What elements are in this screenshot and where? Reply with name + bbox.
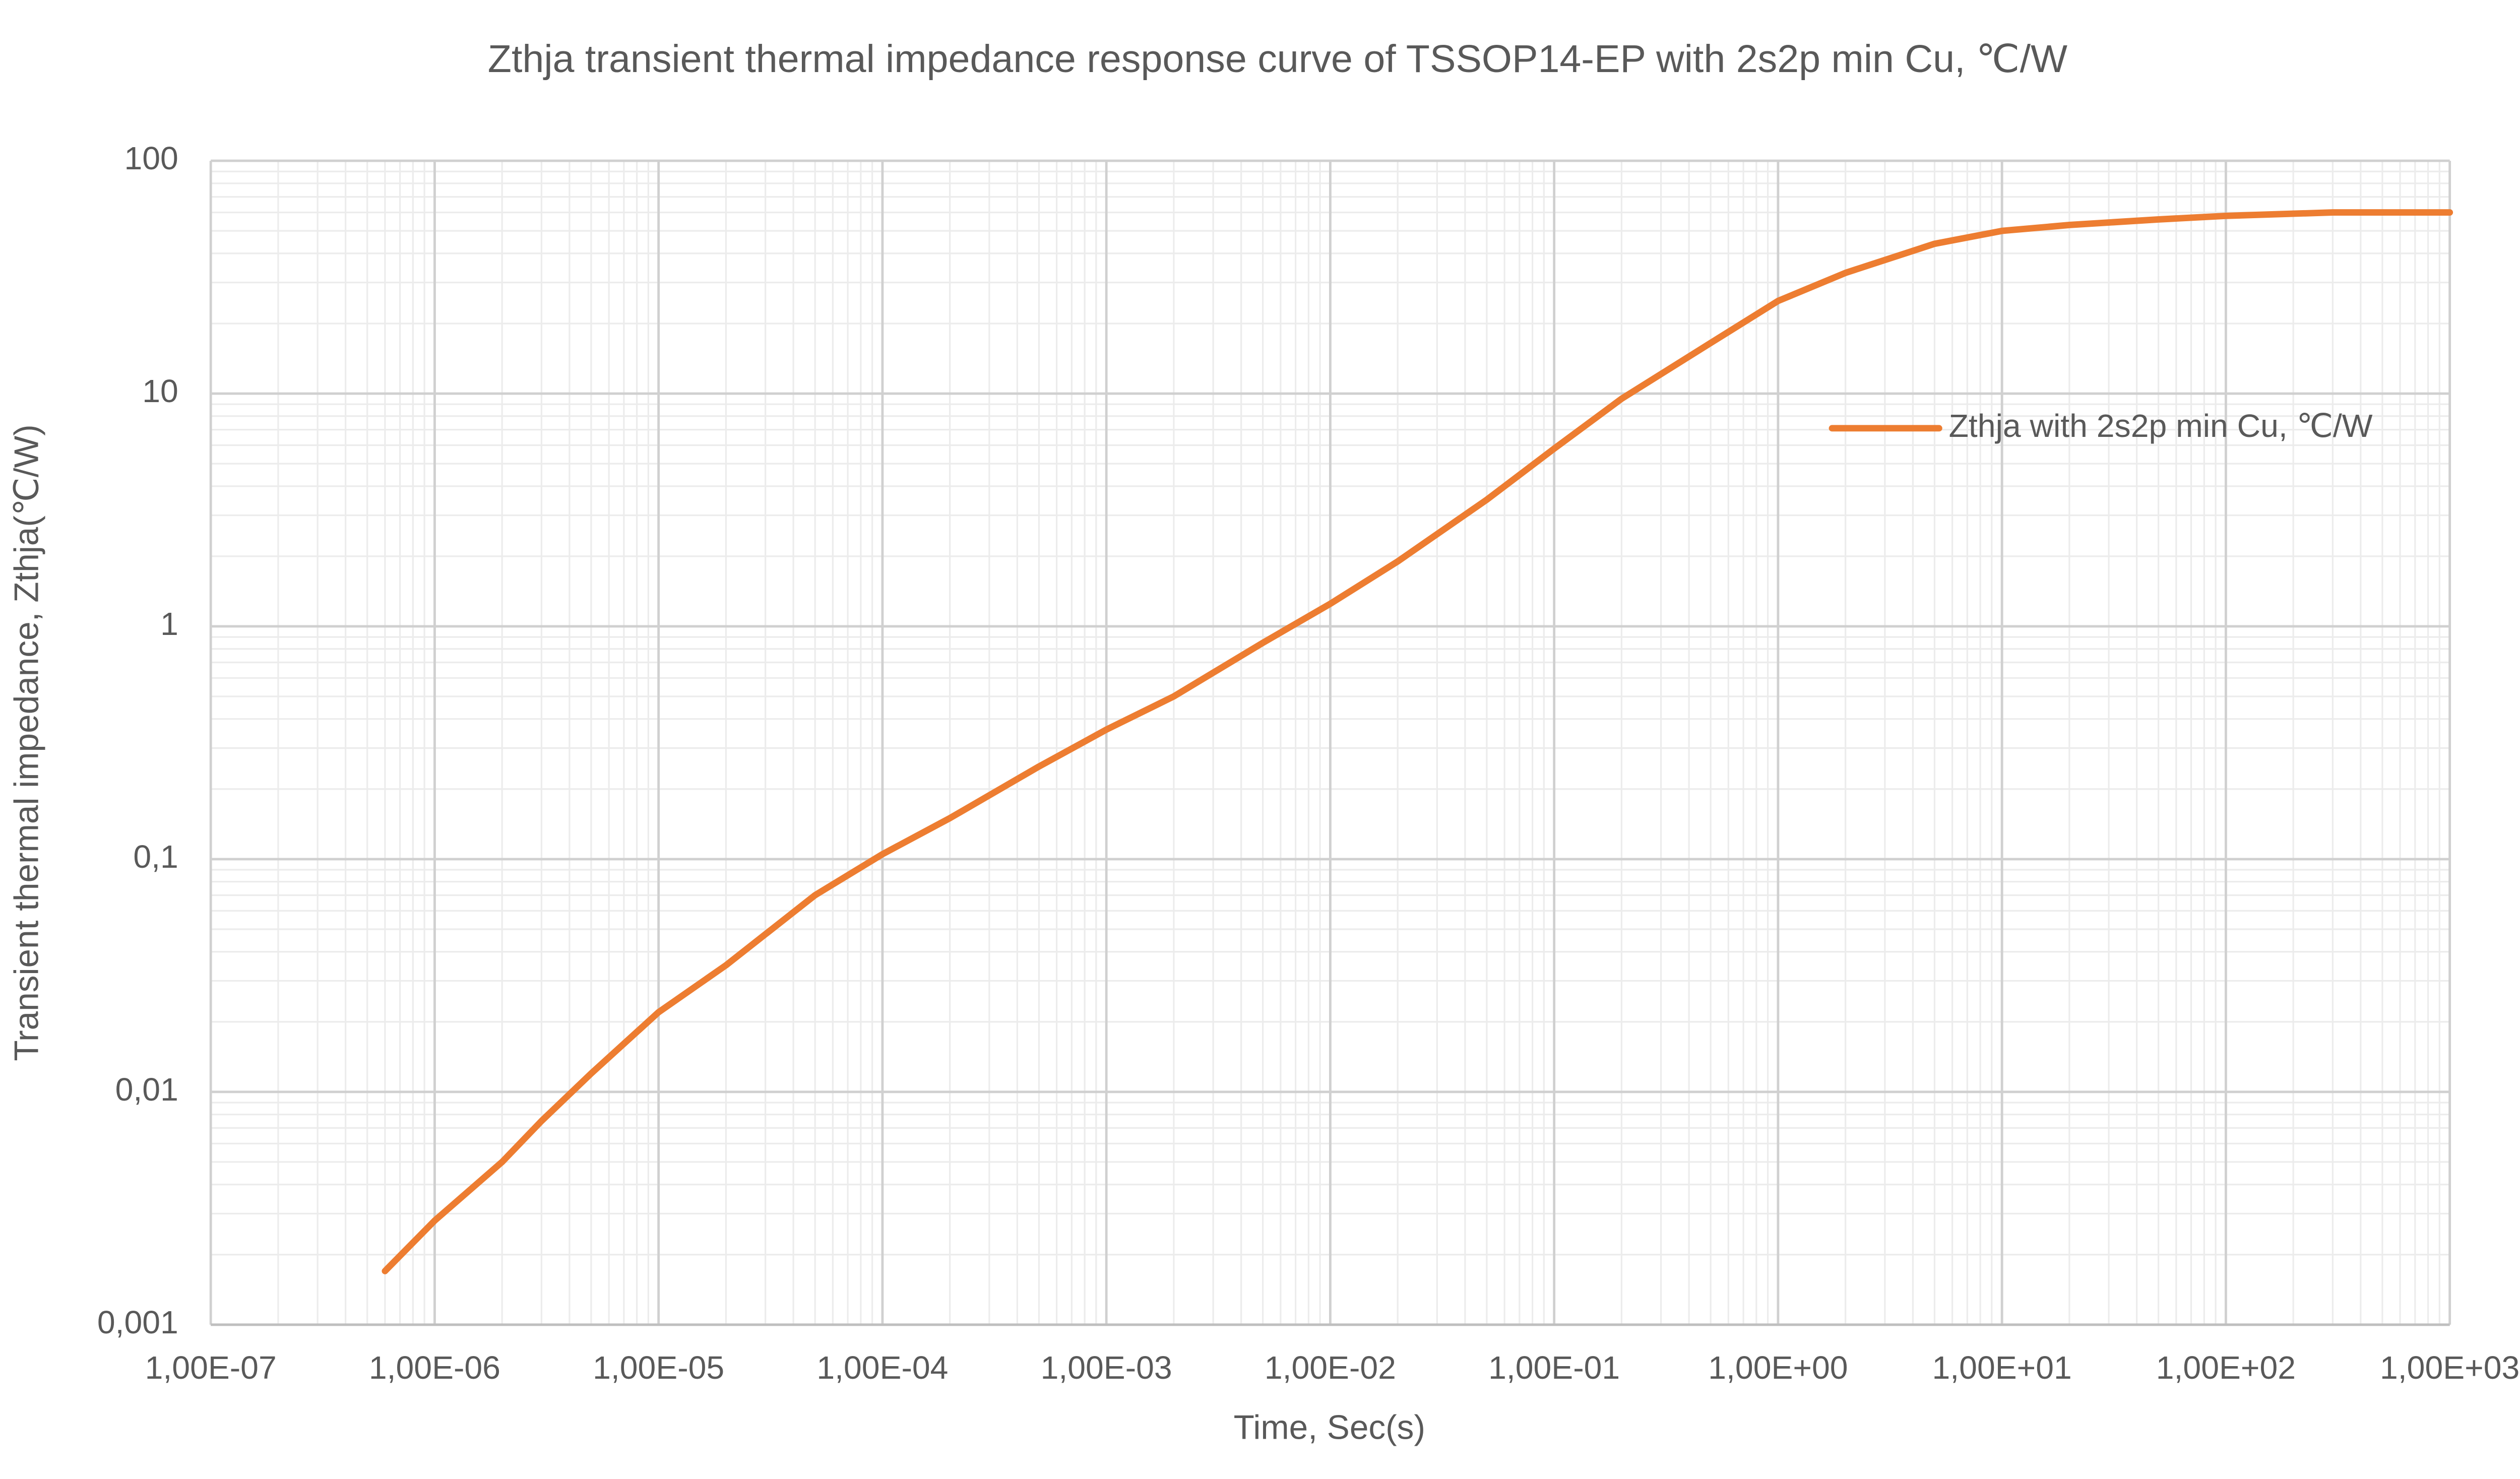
plot-area: Zthja with 2s2p min Cu, ℃/W <box>382 209 2453 1274</box>
x-tick-label: 1,00E-01 <box>1488 1349 1620 1386</box>
x-axis-label: Time, Sec(s) <box>1234 1409 1425 1447</box>
y-tick-label: 100 <box>124 140 178 176</box>
legend-label: Zthja with 2s2p min Cu, ℃/W <box>1949 408 2373 444</box>
chart-title: Zthja transient thermal impedance respon… <box>488 37 2067 81</box>
y-tick-label: 0,01 <box>115 1071 178 1108</box>
x-tick-label: 1,00E-06 <box>369 1349 500 1386</box>
x-tick-label: 1,00E-05 <box>593 1349 724 1386</box>
data-line <box>382 209 2453 1274</box>
x-tick-label: 1,00E+03 <box>2380 1349 2519 1386</box>
grid: 1,00E-07 1,00E-06 1,00E-05 1,00E-04 1,00E-03… <box>97 140 2519 1386</box>
x-tick-label: 1,00E-03 <box>1041 1349 1172 1386</box>
y-tick-label: 0,001 <box>97 1304 178 1340</box>
x-tick-label: 1,00E+01 <box>1932 1349 2072 1386</box>
x-tick-label: 1,00E+02 <box>2156 1349 2296 1386</box>
x-tick-label: 1,00E-02 <box>1265 1349 1396 1386</box>
y-tick-label: 0,1 <box>133 839 178 875</box>
y-tick-label: 10 <box>142 373 178 409</box>
y-axis-label: Transient thermal impedance, Zthja(℃/W) <box>8 424 46 1061</box>
y-tick-label: 1 <box>160 606 178 642</box>
x-tick-label: 1,00E-04 <box>816 1349 948 1386</box>
x-tick-label: 1,00E-07 <box>145 1349 277 1386</box>
x-tick-label: 1,00E+00 <box>1708 1349 1848 1386</box>
